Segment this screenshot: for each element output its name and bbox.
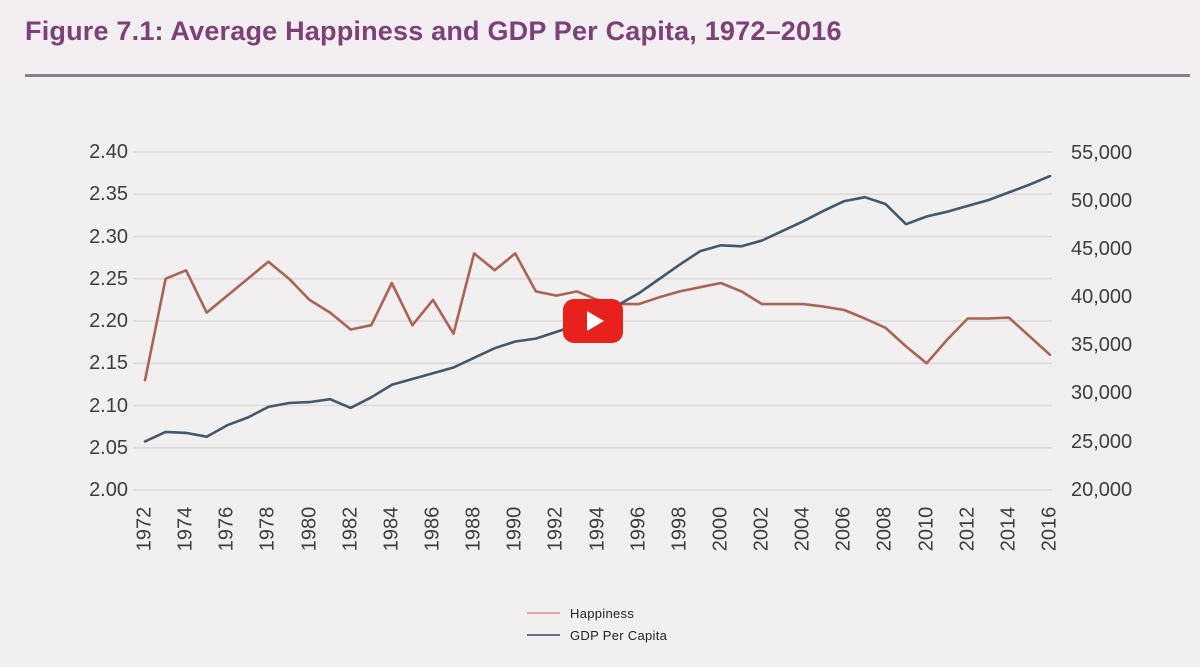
title-divider (25, 74, 1190, 77)
legend-swatch (527, 612, 560, 614)
x-axis-tick: 1972 (133, 506, 156, 552)
right-axis-tick: 30,000 (1071, 382, 1133, 405)
right-axis-tick: 55,000 (1071, 142, 1133, 164)
play-icon (587, 311, 604, 331)
x-axis-tick: 1976 (215, 506, 238, 552)
left-axis-tick: 2.15 (89, 352, 128, 375)
x-axis-tick: 2012 (956, 506, 979, 552)
x-axis-tick: 2002 (750, 506, 773, 552)
legend-label: Happiness (570, 605, 635, 621)
x-axis-tick: 1974 (174, 506, 197, 552)
x-axis-tick: 1984 (380, 506, 403, 552)
x-axis-tick: 1994 (586, 506, 608, 552)
right-axis-tick: 45,000 (1071, 238, 1133, 261)
youtube-play-button[interactable] (563, 299, 623, 343)
x-axis-tick: 2016 (1038, 506, 1061, 552)
x-axis-tick: 2000 (709, 506, 732, 552)
left-axis-tick: 2.35 (89, 183, 128, 206)
legend-item: GDP Per Capita (527, 625, 667, 645)
x-axis-tick: 2008 (873, 506, 896, 552)
x-axis-tick: 2004 (791, 506, 814, 552)
x-axis-tick: 2006 (832, 506, 855, 552)
figure-title: Figure 7.1: Average Happiness and GDP Pe… (25, 16, 842, 46)
x-axis-tick: 1978 (256, 506, 279, 552)
x-axis-tick: 1992 (544, 506, 567, 552)
left-axis-tick: 2.00 (89, 479, 128, 501)
chart-legend: Happiness GDP Per Capita (527, 603, 667, 647)
x-axis-tick: 1988 (462, 506, 485, 552)
right-axis-tick: 20,000 (1071, 478, 1133, 501)
x-axis-tick: 1986 (421, 506, 444, 552)
x-axis-tick: 2010 (915, 506, 938, 552)
left-axis-tick: 2.05 (89, 436, 128, 459)
right-axis-tick: 25,000 (1071, 430, 1133, 453)
legend-item: Happiness (527, 603, 667, 623)
legend-swatch (527, 634, 560, 636)
x-axis-tick: 1998 (668, 506, 691, 552)
x-axis-tick: 1990 (503, 506, 526, 552)
x-axis-tick: 1982 (339, 506, 362, 552)
right-axis-tick: 50,000 (1071, 190, 1133, 213)
left-axis-tick: 2.25 (89, 267, 128, 290)
x-axis-tick: 1996 (627, 506, 650, 552)
left-axis-tick: 2.40 (89, 141, 128, 163)
right-axis-tick: 35,000 (1071, 334, 1133, 357)
right-axis-tick: 40,000 (1071, 286, 1133, 309)
legend-label: GDP Per Capita (570, 627, 668, 643)
left-axis-tick: 2.20 (89, 310, 128, 332)
left-axis-tick: 2.10 (89, 394, 128, 417)
title-band (0, 0, 1200, 78)
x-axis-tick: 2014 (997, 506, 1020, 552)
x-axis-tick: 1980 (298, 506, 321, 552)
left-axis-tick: 2.30 (89, 225, 128, 248)
